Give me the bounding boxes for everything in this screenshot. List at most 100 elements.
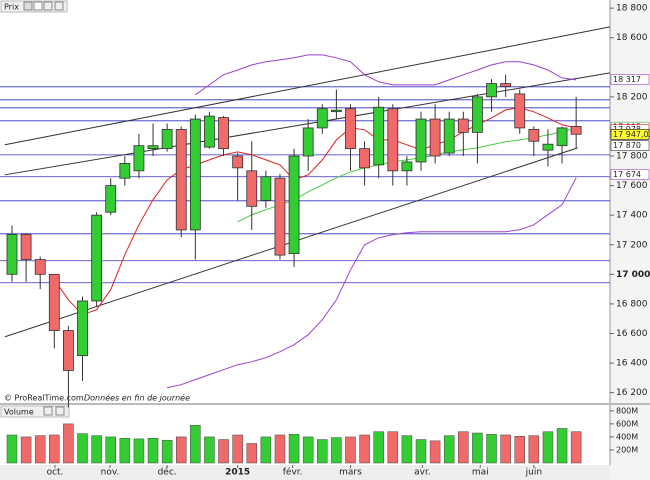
price-marker-label: 17 674 (613, 170, 641, 179)
volume-bar (514, 436, 525, 464)
indicator-line (166, 177, 577, 389)
volume-bar (317, 439, 328, 464)
price-marker-box (610, 74, 650, 85)
y-tick-label: 16 800 (616, 299, 648, 309)
y-tick-label: 17 000 (616, 270, 650, 280)
volume-bar (190, 424, 201, 464)
volume-panel-title: Volume (4, 408, 34, 417)
volume-bar (331, 437, 342, 464)
volume-bar (302, 436, 314, 464)
volume-bar (77, 433, 88, 464)
volume-bar (260, 436, 272, 464)
volume-bar (91, 435, 102, 464)
tool-icon[interactable] (23, 1, 33, 11)
candle-body (429, 118, 441, 157)
candle-body (570, 126, 582, 135)
price-marker-label: 17 870 (613, 141, 641, 150)
volume-bar (6, 434, 18, 464)
candle-body (133, 145, 145, 172)
candle-body (20, 234, 32, 260)
y-tick-label: 16 400 (616, 359, 648, 369)
volume-bar (429, 440, 441, 464)
volume-bar (500, 434, 511, 464)
volume-bar (204, 436, 215, 464)
candle-body (330, 109, 342, 113)
x-tick-label: avr. (414, 468, 431, 478)
candle-body (401, 161, 413, 172)
volume-bar (133, 438, 145, 464)
close-icon[interactable] (54, 1, 64, 11)
candle-body (528, 129, 540, 142)
price-panel-title: Prix (4, 3, 19, 12)
price-marker-box (610, 169, 650, 180)
x-tick-label: oct. (47, 468, 64, 478)
x-tick-label: nov. (101, 468, 120, 478)
volume-bar (288, 434, 300, 464)
volume-tick-label: 400M (616, 432, 638, 441)
candle-body (218, 117, 229, 150)
volume-bar (570, 431, 582, 464)
candle-body (175, 129, 187, 231)
candle-body (147, 145, 159, 150)
candle-body (542, 143, 554, 151)
candle-body (288, 155, 300, 255)
volume-bar (105, 436, 116, 464)
candle-body (359, 148, 370, 169)
volume-bar (246, 443, 258, 464)
y-tick-label: 18 600 (616, 33, 648, 43)
y-tick-label: 16 600 (616, 329, 648, 339)
y-tick-label: 17 400 (616, 211, 648, 221)
x-tick-label: juin (525, 468, 542, 478)
credit: © ProRealTime.com (4, 394, 84, 403)
volume-bar (528, 435, 540, 464)
settings-icon[interactable] (43, 1, 53, 11)
volume-bar (486, 434, 497, 464)
candle-body (119, 163, 131, 179)
time-axis-background (0, 465, 610, 480)
candle-body (302, 127, 314, 157)
candle-body (500, 83, 512, 87)
volume-bar (415, 439, 427, 464)
volume-bar (175, 436, 187, 464)
indicator-line (195, 54, 577, 96)
candle-body (415, 118, 427, 163)
close-icon[interactable] (55, 406, 65, 416)
volume-bar (119, 437, 131, 464)
window-icon[interactable] (33, 1, 43, 11)
candle-body (232, 155, 244, 169)
candle-body (63, 330, 74, 371)
volume-bar (458, 431, 469, 464)
volume-bar (542, 431, 554, 464)
candle-body (48, 273, 60, 331)
y-tick-label: 18 200 (616, 92, 648, 102)
candle-body (345, 108, 356, 150)
y-tick-label: 18 800 (616, 4, 648, 14)
x-tick-label: févr. (283, 467, 303, 478)
candle-body (161, 129, 173, 150)
candle-body (6, 234, 18, 275)
volume-bar (387, 431, 399, 464)
x-tick-label: déc. (158, 467, 177, 478)
volume-bar (401, 435, 413, 464)
candle-body (189, 118, 201, 231)
y-tick-label: 17 600 (616, 181, 648, 191)
candle-body (472, 96, 483, 133)
volume-bar (359, 434, 370, 464)
volume-tick-label: 200M (616, 445, 638, 454)
volume-bar (161, 439, 173, 464)
candle-body (260, 176, 272, 201)
settings-icon[interactable] (43, 406, 53, 416)
volume-tick-label: 800M (616, 406, 638, 415)
volume-tick-label: 600M (616, 419, 638, 428)
price-marker-label: 18 317 (613, 75, 641, 84)
trendline (4, 26, 611, 146)
y-tick-label: 16 200 (616, 388, 648, 398)
candle-body (77, 300, 88, 357)
data-note: Données en fin de journée (84, 393, 190, 403)
candle-body (105, 185, 117, 213)
y-tick-label: 17 200 (616, 240, 648, 250)
volume-bar (443, 435, 455, 464)
candle-body (443, 118, 455, 154)
